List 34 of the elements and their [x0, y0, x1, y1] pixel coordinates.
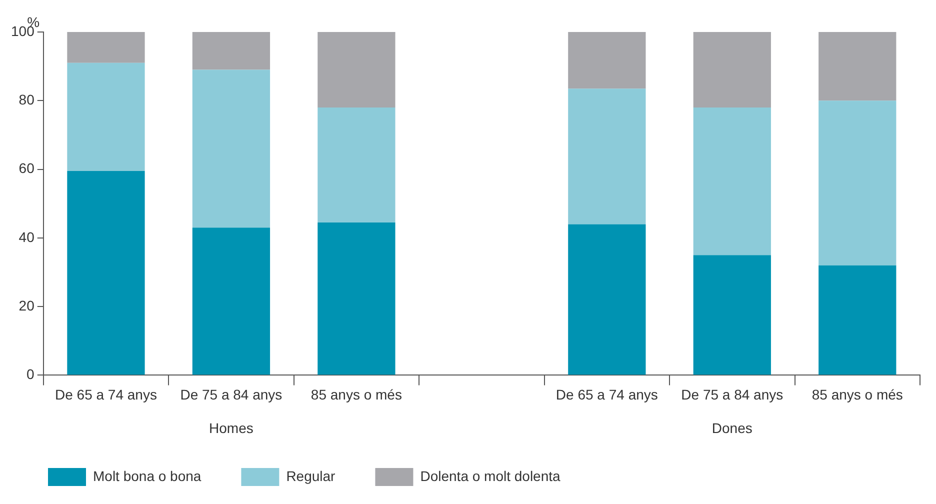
y-tick-label: 40 — [18, 228, 35, 245]
y-tick-label: 0 — [26, 366, 35, 382]
bar — [192, 32, 270, 70]
bar — [568, 32, 646, 89]
x-tick-label: 85 anys o més — [812, 386, 903, 402]
bar — [693, 32, 771, 108]
x-tick-label: De 65 a 74 anys — [556, 386, 658, 402]
x-tick-label: 85 anys o més — [310, 386, 402, 402]
bar — [67, 170, 145, 375]
bar — [318, 32, 396, 108]
legend-label: Molt bona o bona — [93, 468, 202, 484]
bar — [568, 224, 646, 375]
bar — [67, 62, 145, 171]
bar — [568, 88, 646, 224]
bar — [67, 32, 145, 63]
bar — [318, 222, 396, 375]
bar — [818, 100, 896, 266]
bar — [693, 108, 771, 256]
bar — [693, 255, 771, 375]
bar — [818, 265, 896, 375]
bar — [818, 32, 896, 101]
legend-label: Regular — [286, 468, 336, 484]
y-tick-label: 60 — [18, 160, 35, 176]
y-tick-label: 80 — [18, 92, 35, 108]
bar — [318, 108, 396, 222]
text: Homes — [209, 420, 254, 436]
bar — [192, 228, 270, 375]
y-tick-label: 20 — [18, 297, 35, 314]
x-tick-label: De 75 a 84 anys — [681, 386, 784, 402]
x-tick-label: De 75 a 84 anys — [180, 386, 282, 402]
legend-label: Dolenta o molt dolenta — [420, 468, 561, 484]
text: Dones — [712, 420, 752, 436]
bar — [192, 70, 270, 228]
x-tick-label: De 65 a 74 anys — [54, 386, 157, 402]
